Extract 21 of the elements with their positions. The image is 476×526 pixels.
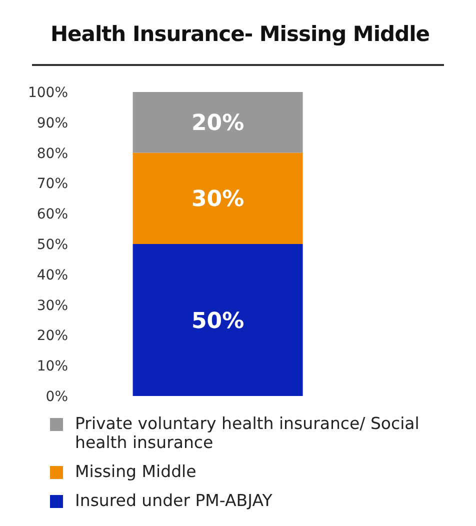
y-tick-label: 50% bbox=[36, 236, 68, 253]
legend-label: Private voluntary health insurance/ Social health insurance bbox=[75, 414, 420, 452]
y-tick-label: 90% bbox=[36, 115, 68, 132]
bar bbox=[132, 92, 303, 153]
y-tick-label: 100% bbox=[28, 84, 68, 101]
chart-title: Health Insurance- Missing Middle bbox=[49, 22, 431, 46]
y-tick-label: 0% bbox=[46, 388, 68, 405]
bar bbox=[132, 152, 303, 244]
legend-label: Missing Middle bbox=[75, 462, 196, 481]
data-label: 50% bbox=[191, 308, 244, 334]
y-tick-label: 40% bbox=[36, 267, 68, 284]
data-label: 30% bbox=[191, 187, 244, 212]
y-tick-label: 80% bbox=[36, 146, 68, 162]
data-label: 20% bbox=[191, 111, 244, 136]
y-tick-label: 10% bbox=[36, 358, 68, 375]
bar bbox=[132, 244, 303, 396]
y-tick-label: 60% bbox=[36, 206, 68, 223]
y-tick-label: 20% bbox=[36, 328, 68, 344]
y-tick-label: 70% bbox=[36, 176, 68, 192]
legend-label: Insured under PM-ABJAY bbox=[75, 491, 272, 510]
y-tick-label: 30% bbox=[36, 298, 68, 314]
